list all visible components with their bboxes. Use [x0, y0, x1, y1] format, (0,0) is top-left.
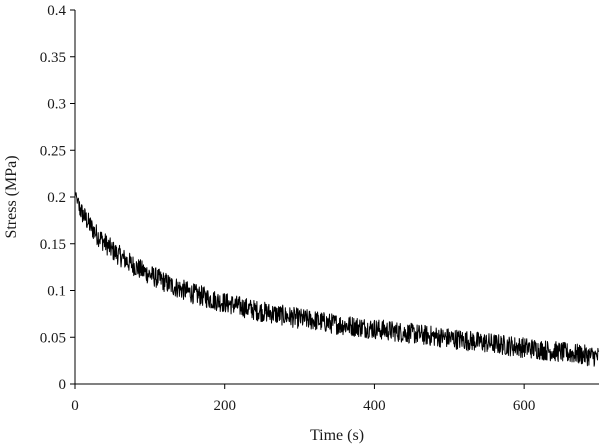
y-tick-label: 0.4 [47, 3, 66, 19]
x-tick-label: 600 [513, 398, 536, 414]
y-tick-label: 0.05 [40, 330, 66, 346]
x-tick-label: 200 [213, 398, 236, 414]
y-tick-label: 0.15 [40, 237, 66, 253]
y-tick-label: 0.3 [47, 97, 66, 113]
y-tick-label: 0.1 [47, 284, 66, 300]
y-tick-label: 0.25 [40, 143, 66, 159]
y-tick-label: 0.2 [47, 190, 66, 206]
x-tick-label: 0 [71, 398, 79, 414]
y-tick-label: 0 [59, 377, 67, 393]
y-axis-title: Stress (MPa) [3, 155, 20, 238]
series-layer [74, 191, 600, 367]
y-axis-ticks: 0 0.05 0.1 0.15 0.2 0.25 0.3 0.35 0.4 [40, 3, 75, 393]
x-tick-label: 400 [363, 398, 386, 414]
x-axis-title: Time (s) [310, 427, 364, 444]
x-axis-ticks: 0 200 400 600 [71, 384, 535, 414]
y-tick-label: 0.35 [40, 50, 66, 66]
stress-series-line [74, 191, 600, 367]
